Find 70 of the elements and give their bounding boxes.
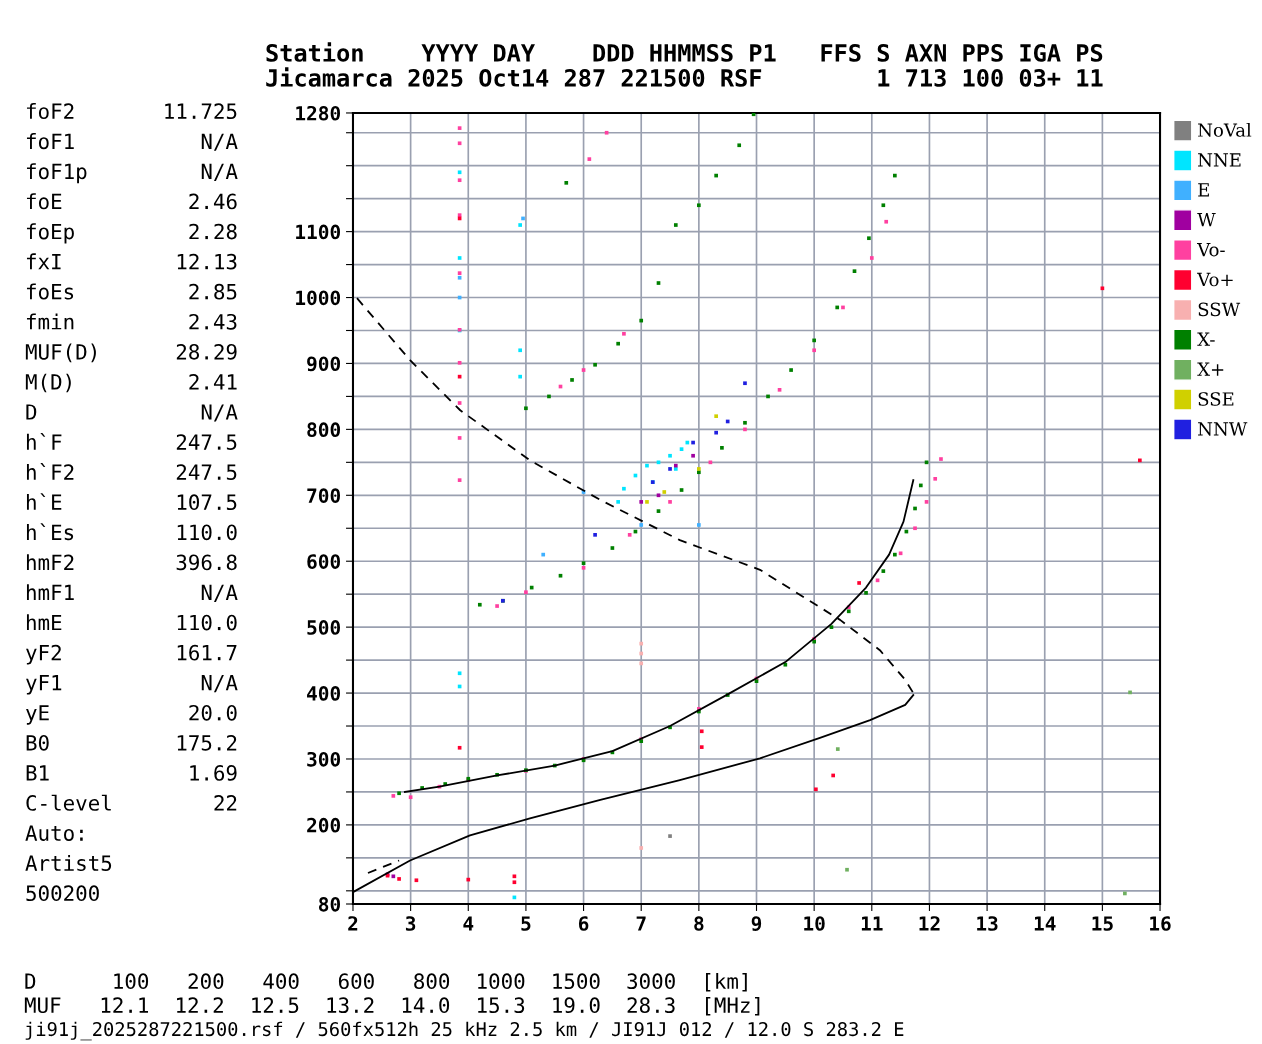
- text: 500200: [26, 885, 99, 902]
- x-tick-label: 7: [636, 916, 646, 931]
- text: hmF1 N/A: [26, 584, 238, 602]
- legend-label: Vo-: [1197, 242, 1225, 257]
- y-tick-label: 700: [307, 488, 341, 503]
- x-tick-label: 13: [977, 916, 998, 931]
- text: MUF(D) 28.29: [25, 343, 237, 363]
- text: h`E 107.5: [26, 493, 237, 511]
- text: B0 175.2: [26, 734, 237, 751]
- x-tick-label: 5: [521, 916, 531, 931]
- text: h`F 247.5: [26, 432, 237, 450]
- y-tick-label: 300: [307, 751, 341, 767]
- x-tick-label: 10: [804, 916, 825, 931]
- legend-label: NNW: [1198, 422, 1248, 436]
- text: foF1 N/A: [26, 133, 238, 151]
- text: fxI 12.13: [26, 253, 237, 270]
- y-tick-label: 1100: [296, 224, 341, 240]
- x-tick-label: 16: [1150, 916, 1171, 931]
- text: h`Es 110.0: [26, 523, 237, 541]
- text: foE 2.46: [26, 193, 237, 210]
- legend-label: W: [1197, 213, 1216, 227]
- legend-label: X-: [1197, 332, 1215, 346]
- legend-label: E: [1198, 183, 1209, 197]
- x-tick-label: 11: [861, 916, 883, 931]
- text: D N/A: [26, 404, 238, 422]
- text: M(D) 2.41: [25, 373, 237, 393]
- legend-label: SSW: [1198, 302, 1241, 317]
- text: hmE 110.0: [26, 614, 237, 631]
- x-tick-label: 6: [578, 916, 589, 931]
- y-tick-label: 80: [318, 896, 341, 912]
- text: ji91j_2025287221500.rsf / 560fx512h 25 kHz 2.5 km / JI91J 012 / 12.0 S 283.2 E: [25, 1021, 904, 1041]
- legend-label: Vo+: [1197, 272, 1233, 287]
- y-tick-label: 800: [307, 422, 341, 438]
- text: h`F2 247.5: [26, 463, 237, 481]
- y-tick-label: 1000: [296, 290, 341, 306]
- x-tick-label: 9: [751, 916, 762, 931]
- y-tick-label: 200: [307, 817, 341, 833]
- x-tick-label: 4: [463, 916, 474, 931]
- text: yE 20.0: [26, 704, 237, 725]
- x-tick-label: 8: [694, 916, 704, 931]
- text: C-level 22: [26, 794, 237, 811]
- y-tick-label: 1280: [296, 105, 341, 121]
- text: hmF2 396.8: [26, 554, 237, 571]
- text: Artist5: [25, 854, 112, 872]
- text: Station YYYY DAY DDD HHMMSS P1 FFS S AXN PPS IGA PS: [266, 42, 1103, 62]
- text: B1 1.69: [26, 765, 237, 781]
- x-tick-label: 2: [348, 916, 358, 931]
- legend-label: NNE: [1198, 153, 1241, 167]
- text: yF2 161.7: [26, 644, 237, 665]
- text: D 100 200 400 600 800 1000 1500 3000 [km]: [25, 972, 747, 992]
- text: foF1p N/A: [26, 163, 238, 184]
- text: Auto:: [25, 825, 83, 841]
- text: foEp 2.28: [26, 223, 237, 244]
- x-tick-label: 14: [1034, 916, 1056, 931]
- legend-label: SSE: [1198, 392, 1234, 406]
- y-tick-label: 900: [307, 356, 341, 372]
- x-tick-label: 12: [919, 916, 940, 931]
- y-tick-label: 500: [307, 620, 341, 635]
- text: Jicamarca 2025 Oct14 287 221500 RSF 1 713 100 03+ 11: [266, 67, 1103, 87]
- text: MUF 12.1 12.2 12.5 13.2 14.0 15.3 19.0 28.3 [MHz]: [24, 996, 760, 1016]
- legend-label: X+: [1197, 362, 1224, 376]
- text: fmin 2.43: [26, 313, 237, 330]
- text: foEs 2.85: [26, 283, 237, 300]
- text: foF2 11.725: [26, 102, 237, 120]
- y-tick-label: 600: [307, 554, 341, 569]
- text: yF1 N/A: [26, 675, 238, 695]
- x-tick-label: 3: [405, 916, 416, 931]
- y-tick-label: 400: [307, 686, 341, 701]
- legend-label: NoVal: [1198, 122, 1252, 137]
- x-tick-label: 15: [1092, 916, 1113, 931]
